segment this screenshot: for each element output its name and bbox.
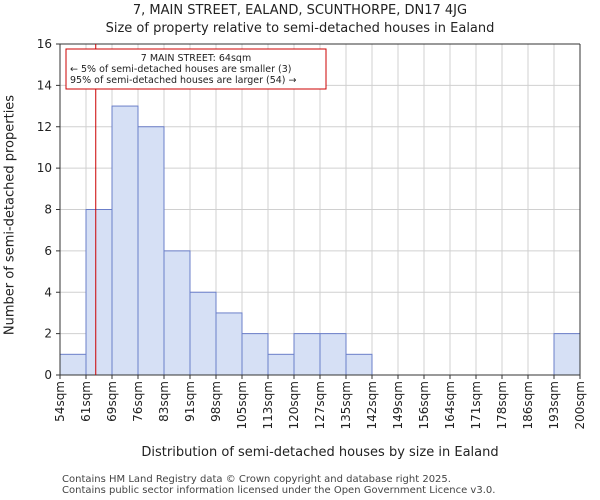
histogram-bar <box>85 209 113 376</box>
y-tick-label: 8 <box>44 203 52 217</box>
y-axis-label: Number of semi-detached properties <box>2 94 18 336</box>
x-tick-label: 113sqm <box>261 381 275 429</box>
histogram-bar <box>111 105 139 376</box>
annotation-line-3: 95% of semi-detached houses are larger (… <box>70 75 297 86</box>
x-tick-label: 83sqm <box>157 381 171 422</box>
x-tick-label: 61sqm <box>79 381 93 422</box>
x-tick-label: 127sqm <box>313 381 327 429</box>
chart-title: 7, MAIN STREET, EALAND, SCUNTHORPE, DN17… <box>132 3 468 18</box>
histogram-bar <box>137 126 165 376</box>
y-tick-label: 16 <box>37 37 52 51</box>
x-tick-label: 142sqm <box>365 381 379 429</box>
x-tick-label: 178sqm <box>495 381 509 429</box>
histogram-bar <box>241 333 269 376</box>
x-tick-label: 135sqm <box>339 381 353 429</box>
x-tick-label: 69sqm <box>105 381 119 422</box>
y-tick-label: 4 <box>44 285 52 299</box>
annotation-line-2: ← 5% of semi-detached houses are smaller… <box>70 64 291 75</box>
histogram-bar <box>163 250 191 376</box>
histogram-bar <box>319 333 347 376</box>
histogram-bar <box>293 333 321 376</box>
histogram-bar <box>345 353 373 376</box>
x-tick-label: 156sqm <box>417 381 431 429</box>
x-axis-label: Distribution of semi-detached houses by … <box>141 445 499 460</box>
y-tick-label: 2 <box>44 327 52 341</box>
x-tick-label: 164sqm <box>443 381 457 429</box>
x-tick-label: 186sqm <box>521 381 535 429</box>
x-tick-label: 120sqm <box>287 381 301 429</box>
histogram-bar <box>553 333 581 376</box>
histogram-bar <box>267 353 295 376</box>
x-tick-label: 171sqm <box>469 381 483 429</box>
chart-subtitle: Size of property relative to semi-detach… <box>105 21 495 36</box>
y-tick-label: 6 <box>44 244 52 258</box>
y-tick-label: 10 <box>37 161 52 175</box>
annotation-line-1: 7 MAIN STREET: 64sqm <box>141 53 251 64</box>
x-tick-label: 76sqm <box>131 381 145 422</box>
x-tick-label: 105sqm <box>235 381 249 429</box>
annotation-box <box>65 48 327 90</box>
histogram-bar <box>189 291 217 376</box>
y-tick-label: 0 <box>44 368 52 382</box>
histogram-bar <box>59 353 87 376</box>
y-tick-label: 12 <box>37 120 52 134</box>
histogram-bar <box>215 312 243 376</box>
x-tick-label: 98sqm <box>209 381 223 422</box>
x-tick-label: 149sqm <box>391 381 405 429</box>
x-tick-label: 91sqm <box>183 381 197 422</box>
x-tick-label: 54sqm <box>53 381 67 422</box>
y-tick-label: 14 <box>37 78 52 92</box>
x-tick-label: 200sqm <box>573 381 587 429</box>
x-tick-label: 193sqm <box>547 381 561 429</box>
footer-line-2: Contains public sector information licen… <box>62 485 496 496</box>
footer-line-1: Contains HM Land Registry data © Crown c… <box>62 474 451 485</box>
